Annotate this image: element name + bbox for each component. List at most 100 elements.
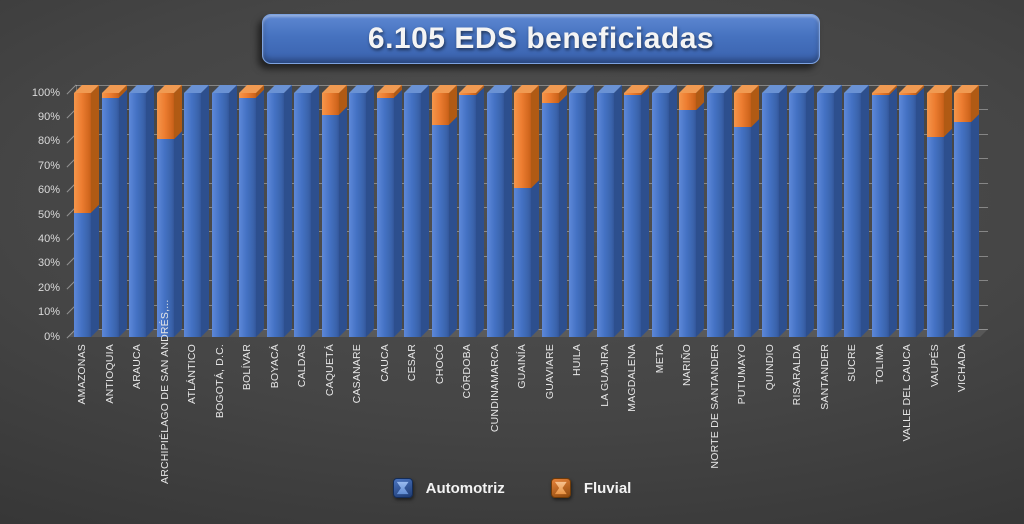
x-axis-category-label: SANTANDER xyxy=(818,344,831,410)
bar-side-face xyxy=(228,85,237,337)
legend-marker-glyph xyxy=(396,481,409,495)
x-axis-category-label: CALDAS xyxy=(296,344,308,388)
y-axis-tick-label: 20% xyxy=(37,281,60,294)
bar-side-face xyxy=(668,85,677,337)
bar-segment-fluvial xyxy=(541,93,559,103)
bar-segment-automotriz xyxy=(239,97,256,337)
bar-segment-automotriz xyxy=(761,93,779,337)
x-axis-category-label: TOLIMA xyxy=(873,344,886,385)
bar-segment-fluvial xyxy=(239,93,256,98)
y-axis-tick-label: 90% xyxy=(37,110,60,123)
x-axis-category-label: GUAVIARE xyxy=(543,344,556,400)
bar-side-face xyxy=(146,85,154,337)
y-axis-tick-label: 0% xyxy=(44,330,60,343)
bar-segment-fluvial xyxy=(376,93,394,98)
legend-label: Automotriz xyxy=(425,479,505,497)
bar-segment-automotriz xyxy=(624,95,641,337)
bar-segment-automotriz xyxy=(349,93,366,337)
bar-segment-automotriz xyxy=(294,93,311,337)
x-axis-category-label: VALLE DEL CAUCA xyxy=(901,344,913,442)
x-axis-category-label: CASANARE xyxy=(351,344,363,404)
x-axis-category-label: CUNDINAMARCA xyxy=(488,344,501,433)
x-axis-category-label: ARAUCA xyxy=(131,344,143,389)
bar-segment-fluvial xyxy=(899,93,916,96)
bar-side-face xyxy=(503,85,512,337)
bar-side-face xyxy=(613,85,622,337)
bar-segment-fluvial xyxy=(156,93,174,140)
x-axis-category-label: LA GUAJIRA xyxy=(598,344,611,407)
legend-marker-fluvial-icon xyxy=(550,478,571,498)
bar-side-face xyxy=(641,85,649,337)
bar-side-face xyxy=(256,85,264,337)
bar-side-face xyxy=(723,85,732,337)
x-axis-category-label: ARCHIPIÉLAGO DE SAN ANDRÉS,... xyxy=(158,299,171,484)
bar-segment-automotriz xyxy=(376,97,394,337)
legend-item-automotriz: Automotriz xyxy=(392,478,505,498)
bar-side-face xyxy=(366,85,374,337)
bar-segment-automotriz xyxy=(706,93,724,337)
bar-segment-automotriz xyxy=(156,139,174,337)
bar-segment-automotriz xyxy=(514,188,531,337)
bar-segment-fluvial xyxy=(624,93,641,96)
bar-segment-automotriz xyxy=(926,136,944,337)
x-axis-category-label: ATLÁNTICO xyxy=(186,344,198,404)
legend-marker-automotriz-icon xyxy=(392,478,413,498)
bar-segment-fluvial xyxy=(321,93,339,115)
bar-side-face xyxy=(311,85,319,337)
bar-side-face xyxy=(778,85,787,337)
bar-side-face xyxy=(531,85,539,337)
x-axis-category-label: VICHADA xyxy=(956,344,968,393)
bar-segment-automotriz xyxy=(789,93,806,337)
y-axis-tick-label: 80% xyxy=(37,135,60,148)
bar-segment-automotriz xyxy=(459,95,476,337)
bar-segment-fluvial xyxy=(514,93,531,189)
bar-segment-automotriz xyxy=(679,110,696,337)
x-axis-category-label: CHOCÓ xyxy=(433,344,446,385)
bar-side-face xyxy=(91,85,99,337)
y-axis-tick-label: 50% xyxy=(37,208,60,221)
bar-segment-fluvial xyxy=(459,93,476,96)
bar-segment-fluvial xyxy=(734,93,751,128)
bar-side-face xyxy=(888,85,897,337)
x-axis-category-label: HUILA xyxy=(571,344,583,376)
x-axis-category-label: VAUPÉS xyxy=(928,344,941,388)
bar-side-face xyxy=(586,85,594,337)
y-axis-tick-label: 70% xyxy=(37,159,60,172)
x-axis-category-label: QUINDIO xyxy=(763,344,776,391)
bar-side-face xyxy=(476,85,484,337)
legend-marker-glyph xyxy=(554,481,567,495)
bar-segment-automotriz xyxy=(404,93,421,337)
bar-segment-automotriz xyxy=(816,93,834,337)
bar-segment-fluvial xyxy=(74,93,91,213)
chart-title-box: 6.105 EDS beneficiadas xyxy=(262,14,820,64)
bar-side-face xyxy=(833,85,842,337)
x-axis-category-label: AMAZONAS xyxy=(76,344,88,405)
x-axis-category-label: ANTIOQUIA xyxy=(103,344,116,404)
bar-segment-fluvial xyxy=(926,93,944,137)
bar-segment-fluvial xyxy=(954,93,971,123)
bar-side-face xyxy=(861,85,869,337)
bar-segment-fluvial xyxy=(431,93,449,125)
y-axis-tick-label: 60% xyxy=(37,184,60,197)
bar-side-face xyxy=(173,85,182,337)
bar-segment-automotriz xyxy=(734,127,751,337)
y-axis-tick-label: 10% xyxy=(37,306,60,319)
bar-side-face xyxy=(696,85,704,337)
x-axis-category-label: GUAINÍA xyxy=(516,344,528,389)
x-axis-category-label: BOLÍVAR xyxy=(241,344,253,391)
bar-segment-automotriz xyxy=(321,114,339,337)
bar-side-face xyxy=(971,85,979,337)
bar-segment-automotriz xyxy=(844,93,861,337)
x-axis-category-label: MAGDALENA xyxy=(626,344,638,412)
x-axis-category-label: NARIÑO xyxy=(681,344,693,387)
bar-side-face xyxy=(118,85,127,337)
y-axis-tick-label: 100% xyxy=(31,86,60,99)
bar-segment-automotriz xyxy=(101,97,119,337)
x-axis-category-label: CESAR xyxy=(406,344,418,382)
bar-side-face xyxy=(283,85,292,337)
bar-segment-automotriz xyxy=(651,93,669,337)
bar-side-face xyxy=(558,85,567,337)
x-axis-category-label: RISARALDA xyxy=(791,344,803,406)
bar-segment-automotriz xyxy=(569,93,586,337)
